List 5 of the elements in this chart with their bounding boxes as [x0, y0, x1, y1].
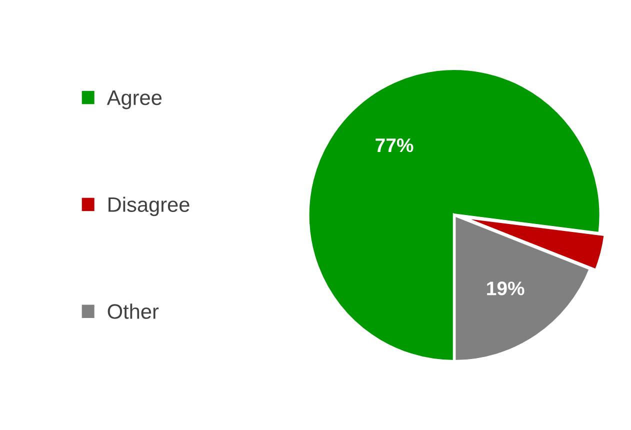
legend-label: Agree — [106, 90, 162, 110]
legend-label: Other — [108, 304, 159, 319]
data-label: 77% — [376, 138, 414, 152]
legend-label: Disagree — [108, 196, 190, 216]
data-label: 19% — [487, 282, 524, 296]
